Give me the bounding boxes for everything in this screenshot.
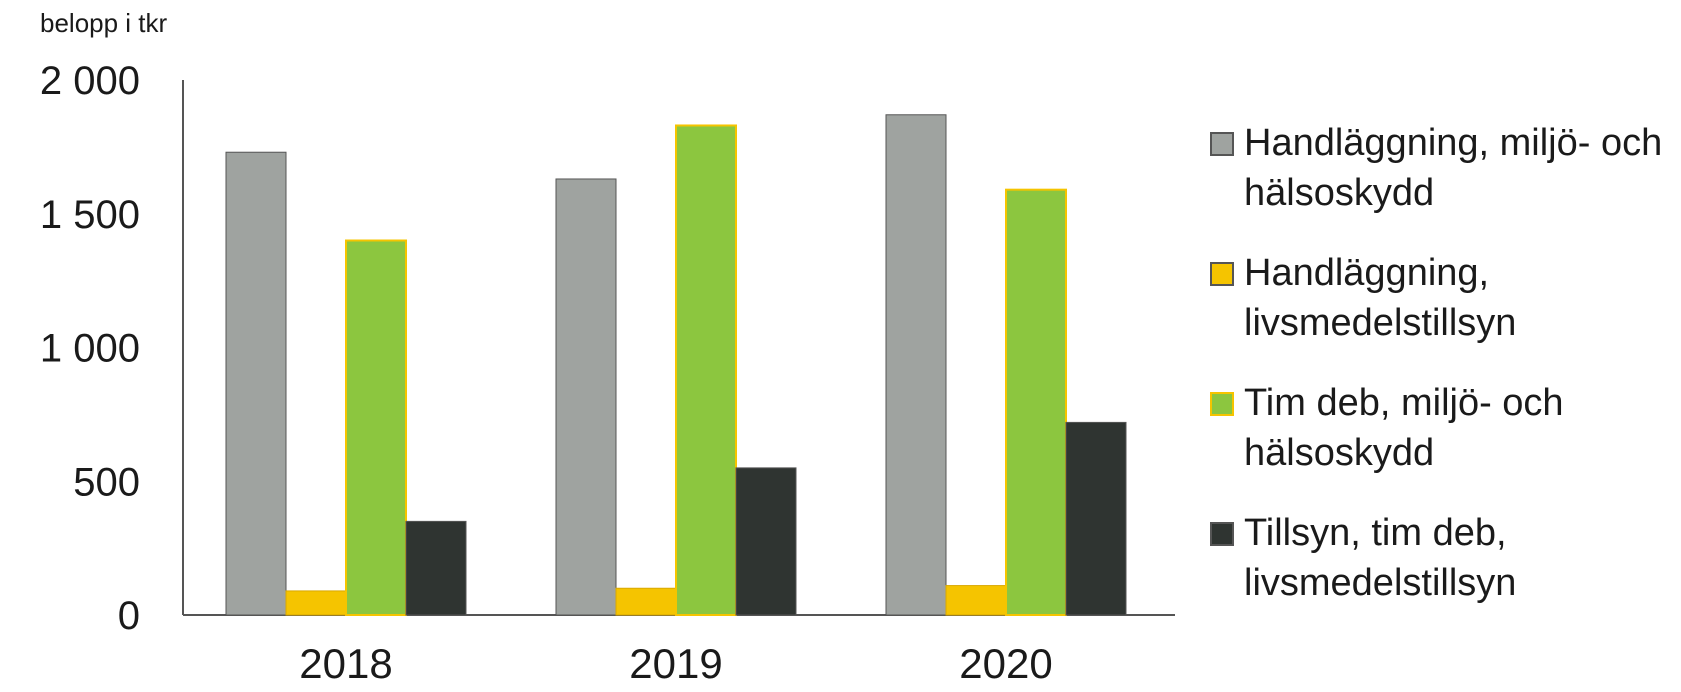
legend-item: Tim deb, miljö- och hälsoskydd <box>1210 378 1670 478</box>
legend-label: Tim deb, miljö- och hälsoskydd <box>1244 382 1564 474</box>
bar <box>405 520 467 616</box>
y-tick-label: 1 000 <box>40 327 140 371</box>
legend-label: Handläggning, livsmedelstillsyn <box>1244 252 1517 344</box>
bar <box>1005 188 1067 617</box>
y-tick-label: 500 <box>73 460 140 504</box>
legend-swatch <box>1210 522 1234 546</box>
bar <box>675 124 737 616</box>
legend-swatch <box>1210 132 1234 156</box>
x-category-label: 2018 <box>299 640 392 687</box>
legend-swatch <box>1210 392 1234 416</box>
bars <box>225 114 1127 617</box>
x-category-label: 2020 <box>959 640 1052 687</box>
y-axis-label: belopp i tkr <box>40 8 168 38</box>
bar <box>225 151 287 616</box>
bar <box>345 239 407 616</box>
legend-item: Handläggning, livsmedelstillsyn <box>1210 248 1670 348</box>
bar <box>285 590 347 616</box>
legend: Handläggning, miljö- och hälsoskydd Handl… <box>1210 118 1670 638</box>
legend-item: Tillsyn, tim deb, livsmedelstillsyn <box>1210 508 1670 608</box>
y-tick-label: 0 <box>118 594 140 638</box>
y-tick-label: 1 500 <box>40 193 140 237</box>
bar <box>615 587 677 616</box>
legend-item: Handläggning, miljö- och hälsoskydd <box>1210 118 1670 218</box>
bar <box>945 585 1007 616</box>
y-tick-label: 2 000 <box>40 59 140 103</box>
x-category-label: 2019 <box>629 640 722 687</box>
y-tick-labels: 0 500 1 000 1 500 2 000 <box>40 59 140 638</box>
legend-swatch <box>1210 262 1234 286</box>
bar <box>735 467 797 616</box>
bar <box>1065 421 1127 616</box>
legend-label: Handläggning, miljö- och hälsoskydd <box>1244 122 1663 214</box>
legend-label: Tillsyn, tim deb, livsmedelstillsyn <box>1244 512 1517 604</box>
bar <box>555 178 617 616</box>
bar <box>885 114 947 616</box>
x-category-labels: 2018 2019 2020 <box>299 640 1052 687</box>
